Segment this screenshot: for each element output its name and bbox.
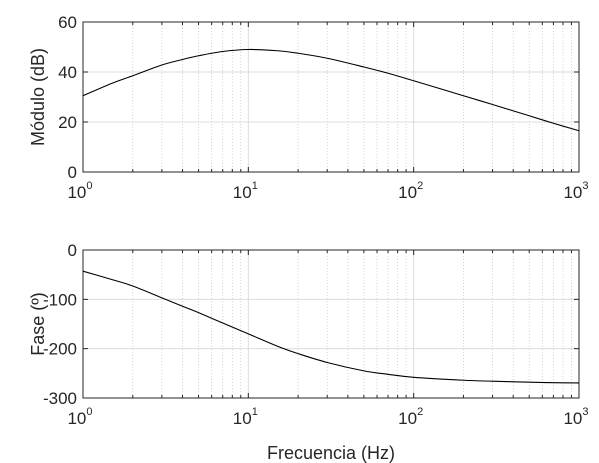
magnitude-plot: 100 101 102 103 0 20 40 60 Módulo (dB) bbox=[28, 13, 589, 202]
y-axis-label: Módulo (dB) bbox=[28, 48, 48, 146]
y-tick-label: -300 bbox=[43, 389, 77, 408]
axes-frame bbox=[82, 21, 580, 173]
y-tick-label: -200 bbox=[43, 340, 77, 359]
phase-series-line bbox=[82, 270, 580, 384]
axes-frame bbox=[82, 249, 580, 399]
x-tick-label: 100 bbox=[67, 180, 92, 202]
y-tick-label: 60 bbox=[58, 13, 77, 32]
x-tick-label: 101 bbox=[233, 180, 258, 202]
y-tick-label: 0 bbox=[68, 163, 77, 182]
x-tick-label: 102 bbox=[398, 406, 423, 428]
x-tick-label: 103 bbox=[563, 180, 588, 202]
y-tick-label: 0 bbox=[68, 241, 77, 260]
y-tick-label: -100 bbox=[43, 290, 77, 309]
magnitude-series-line bbox=[82, 48, 580, 132]
y-tick-label: 40 bbox=[58, 63, 77, 82]
x-tick-label: 103 bbox=[563, 406, 588, 428]
x-tick-label: 101 bbox=[233, 406, 258, 428]
phase-plot: 100 101 102 103 -300 -200 -100 0 Fase (º) Frecuen… bbox=[28, 241, 589, 463]
x-tick-label: 102 bbox=[398, 180, 423, 202]
x-axis-label: Frecuencia (Hz) bbox=[267, 443, 395, 463]
y-tick-label: 20 bbox=[58, 113, 77, 132]
x-tick-label: 100 bbox=[67, 406, 92, 428]
y-axis-label: Fase (º) bbox=[28, 292, 48, 356]
